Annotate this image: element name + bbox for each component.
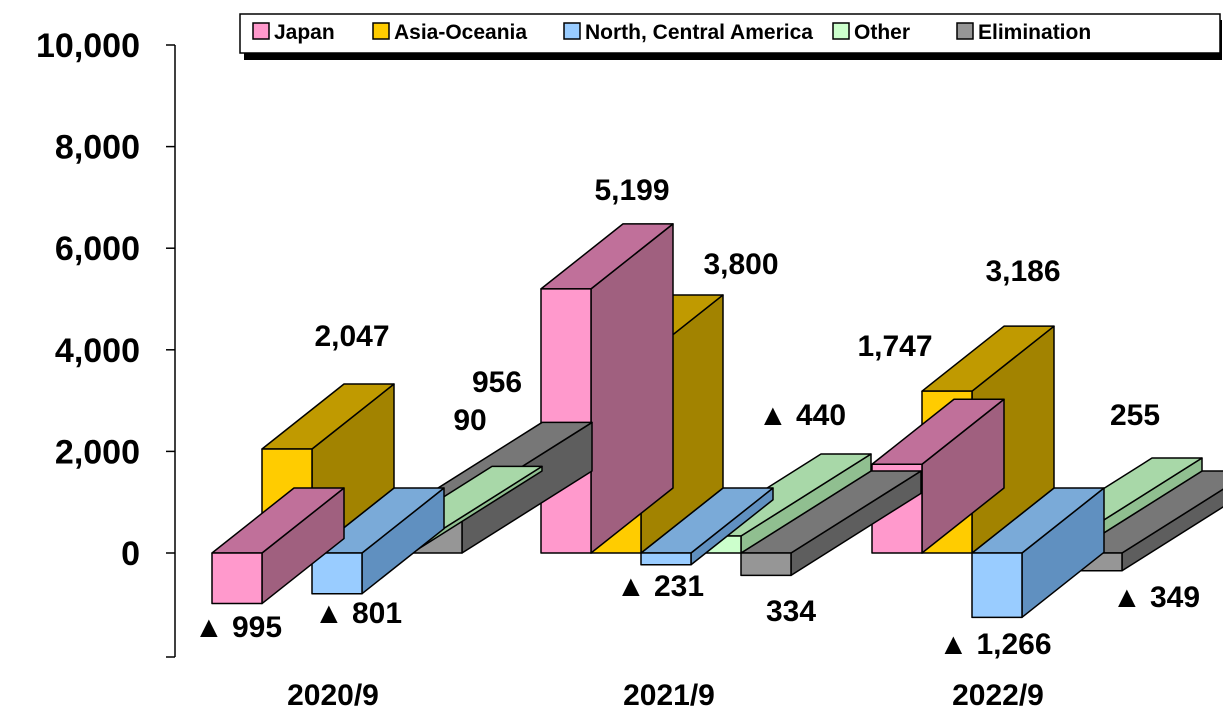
data-label: 2,047 bbox=[314, 320, 389, 353]
data-label: 255 bbox=[1110, 399, 1160, 432]
data-label: 3,800 bbox=[703, 248, 778, 281]
data-label: ▲ 801 bbox=[314, 597, 402, 630]
data-label: 90 bbox=[453, 404, 486, 437]
legend-swatch bbox=[832, 22, 850, 40]
y-tick-label: 2,000 bbox=[55, 433, 140, 471]
legend-entry: Asia-Oceania bbox=[394, 21, 527, 44]
data-label: 956 bbox=[472, 366, 522, 399]
data-label: ▲ 440 bbox=[758, 399, 846, 432]
y-tick-label: 10,000 bbox=[36, 27, 140, 65]
y-tick-label: 4,000 bbox=[55, 332, 140, 370]
legend-entry: Japan bbox=[274, 21, 335, 44]
data-label: 5,199 bbox=[594, 174, 669, 207]
y-tick-label: 0 bbox=[121, 535, 140, 573]
data-label: ▲ 995 bbox=[194, 611, 282, 644]
y-tick-label: 8,000 bbox=[55, 129, 140, 167]
legend-swatch bbox=[563, 22, 581, 40]
y-tick-label: 6,000 bbox=[55, 230, 140, 268]
x-axis-categories: 2020/9 2021/9 2022/9 bbox=[287, 679, 1044, 712]
x-category-label: 2021/9 bbox=[623, 679, 715, 712]
data-label: ▲ 231 bbox=[616, 570, 704, 603]
bar-japan bbox=[211, 487, 345, 605]
legend-swatch bbox=[956, 22, 974, 40]
bar-north-central-america bbox=[311, 487, 445, 595]
legend-swatch bbox=[372, 22, 390, 40]
data-label: ▲ 349 bbox=[1112, 581, 1200, 614]
data-label: 3,186 bbox=[985, 255, 1060, 288]
data-labels: ▲ 995 5,199 1,747 2,047 3,800 3,186 ▲ 801 ▲ 231… bbox=[194, 174, 1200, 661]
legend-entry: Elimination bbox=[978, 21, 1091, 44]
bar-elimination bbox=[740, 470, 922, 577]
data-label: ▲ 1,266 bbox=[938, 628, 1051, 661]
legend-box bbox=[239, 13, 1221, 54]
data-label: 1,747 bbox=[857, 330, 932, 363]
x-category-label: 2020/9 bbox=[287, 679, 379, 712]
legend-entry: North, Central America bbox=[585, 21, 813, 44]
y-axis: 10,000 8,000 6,000 4,000 2,000 0 bbox=[36, 27, 176, 658]
legend-swatch bbox=[252, 22, 270, 40]
bars bbox=[211, 223, 1223, 619]
data-label: 334 bbox=[766, 595, 816, 628]
x-category-label: 2022/9 bbox=[952, 679, 1044, 712]
legend-entry: Other bbox=[854, 21, 910, 44]
legend: Japan Asia-Oceania North, Central America O… bbox=[239, 13, 1222, 60]
bar-japan bbox=[540, 223, 674, 554]
